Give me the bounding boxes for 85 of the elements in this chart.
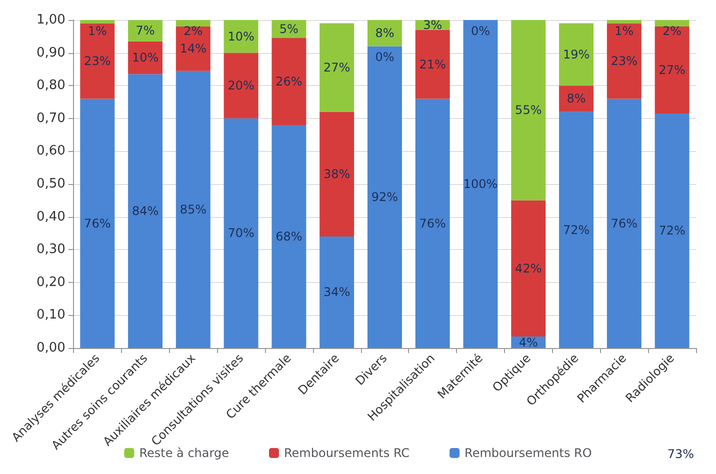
data-label: 0% (375, 50, 394, 64)
bar (224, 118, 258, 348)
bar (320, 236, 354, 348)
y-tick-label: 0,20 (36, 274, 66, 290)
data-label: 8% (566, 92, 586, 106)
bar (463, 20, 498, 348)
data-label: 26% (276, 74, 302, 88)
data-label: 72% (562, 222, 590, 237)
data-label: 23% (84, 54, 111, 68)
data-label: 34% (323, 285, 350, 300)
bar (606, 23, 642, 99)
text: 73% (667, 447, 694, 461)
data-label: 2% (184, 24, 203, 38)
legend-label: Reste à charge (139, 446, 229, 460)
data-label: 85% (180, 202, 206, 216)
legend-label: Remboursements RO (464, 446, 592, 460)
bar (606, 98, 642, 348)
bar (559, 86, 594, 112)
bar (176, 70, 210, 348)
bar (128, 41, 163, 74)
y-tick-label: 1,00 (36, 12, 66, 28)
bar (559, 23, 594, 86)
bar (511, 20, 546, 200)
data-label: 19% (562, 47, 590, 62)
bar (176, 26, 210, 71)
data-label: 3% (423, 18, 442, 32)
data-label: 100% (463, 177, 498, 191)
data-label: 23% (610, 54, 638, 68)
y-tick-label: 0,00 (36, 340, 66, 356)
data-label: 55% (515, 103, 542, 118)
data-label: 14% (180, 42, 206, 56)
bar (128, 74, 163, 348)
y-tick-label: 0,50 (36, 176, 66, 192)
bar (606, 20, 642, 24)
bar (654, 26, 690, 114)
bar (80, 20, 115, 24)
data-label: 76% (419, 216, 446, 230)
data-label: 10% (228, 29, 254, 44)
bar (224, 20, 258, 53)
bar (128, 20, 163, 42)
bar (415, 98, 450, 348)
data-label: 38% (323, 167, 350, 182)
bar (654, 20, 690, 27)
data-label: 1% (614, 24, 634, 38)
data-label: 92% (371, 190, 398, 204)
bar (272, 38, 306, 125)
data-label: 8% (375, 26, 394, 40)
bar (511, 200, 546, 337)
data-label: 42% (515, 261, 542, 276)
bar (272, 124, 306, 348)
y-tick-label: 0,70 (36, 110, 66, 126)
data-label: 68% (276, 229, 302, 244)
data-label: 5% (279, 22, 298, 36)
bar (176, 20, 210, 27)
bar (559, 112, 594, 348)
data-label: 1% (88, 24, 107, 38)
data-label: 27% (658, 63, 686, 78)
data-label: 10% (132, 50, 159, 65)
data-label: 76% (84, 216, 111, 230)
y-tick-label: 0,90 (36, 45, 66, 60)
legend-label: Remboursements RC (284, 446, 410, 460)
bar (80, 23, 115, 99)
y-tick-label: 0,40 (36, 209, 66, 224)
data-label: 20% (228, 78, 254, 93)
data-label: 21% (419, 57, 446, 72)
bar (654, 113, 690, 348)
data-label: 84% (132, 204, 159, 218)
y-tick-label: 0,30 (36, 242, 66, 258)
data-label: 76% (610, 216, 638, 230)
bar (224, 52, 258, 118)
bar (320, 23, 354, 112)
y-tick-label: 0,80 (36, 78, 66, 94)
data-label: 70% (228, 226, 254, 240)
data-label: 27% (323, 60, 350, 75)
data-label: 4% (518, 335, 538, 350)
bar (320, 112, 354, 236)
data-label: 7% (136, 24, 155, 38)
data-label: 0% (470, 24, 490, 38)
y-tick-label: 0,10 (36, 308, 66, 323)
bar (415, 30, 450, 99)
y-tick-label: 0,60 (36, 144, 66, 159)
data-label: 72% (658, 224, 686, 238)
data-label: 2% (662, 24, 682, 38)
bar (367, 46, 402, 348)
bar (80, 98, 115, 348)
